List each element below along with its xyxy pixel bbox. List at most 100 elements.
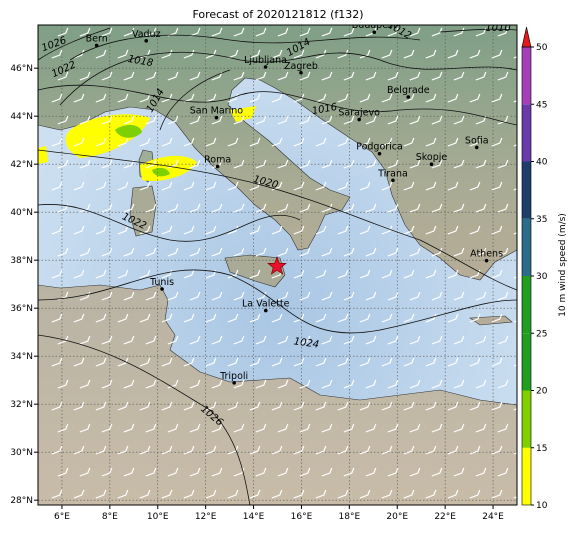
wind-barb <box>255 27 267 37</box>
wind-barb <box>293 489 305 499</box>
wind-barb <box>469 225 481 235</box>
wind-barb <box>271 313 283 323</box>
wind-barb <box>227 269 239 279</box>
wind-barb <box>189 335 201 345</box>
wind-barb <box>205 181 217 191</box>
city-dot <box>377 151 382 156</box>
wind-barb <box>497 291 509 301</box>
wind-barb <box>343 159 355 169</box>
wind-barb <box>359 181 371 191</box>
wind-barb <box>469 357 481 367</box>
y-tick-label: 44°N <box>10 112 33 122</box>
wind-barb <box>469 401 481 411</box>
wind-barb <box>57 27 69 37</box>
wind-barb <box>183 445 195 455</box>
wind-barb <box>343 27 355 37</box>
wind-barb <box>233 423 245 433</box>
wind-barb <box>321 247 333 257</box>
wind-barb <box>381 225 393 235</box>
wind-barb <box>255 247 267 257</box>
wind-barb <box>51 93 63 103</box>
wind-barb <box>359 445 371 455</box>
city-dot <box>299 70 303 75</box>
wind-barb <box>233 335 245 345</box>
wind-barb <box>183 137 195 147</box>
wind-barb <box>431 467 443 477</box>
wind-barb <box>139 313 151 323</box>
wind-barb <box>189 27 201 37</box>
wind-barb <box>359 489 371 499</box>
wind-barb <box>51 225 63 235</box>
isobar-label: 1024 <box>293 336 320 350</box>
wind-barb <box>513 188 517 191</box>
y-tick-label: 38°N <box>10 256 33 266</box>
wind-barb <box>403 313 415 323</box>
colorbar-segment <box>522 447 531 505</box>
wind-barb <box>299 115 311 125</box>
wind-barb <box>73 269 85 279</box>
wind-barb <box>183 181 195 191</box>
wind-barb <box>73 313 85 323</box>
x-tick-label: 14°E <box>243 512 265 522</box>
city-dot <box>263 65 268 69</box>
wind-barb <box>277 423 289 433</box>
wind-barb <box>337 313 349 323</box>
colorbar-segment <box>522 333 531 391</box>
wind-barb <box>359 401 371 411</box>
wind-barb <box>387 203 399 213</box>
wind-barb <box>387 115 399 125</box>
wind-barb <box>403 225 415 235</box>
wind-barb <box>249 137 261 147</box>
wind-barb <box>359 225 371 235</box>
wind-barb <box>145 379 157 389</box>
wind-barb <box>271 357 283 367</box>
wind-barb <box>425 357 437 367</box>
wind-barb <box>343 203 355 213</box>
wind-barb <box>161 489 173 499</box>
colorbar: 10 15 20 25 30 35 40 45 50 <box>521 26 548 511</box>
wind-barb <box>359 93 371 103</box>
wind-barb <box>51 49 63 59</box>
wind-barb <box>277 335 289 345</box>
wind-barb <box>453 291 465 301</box>
x-tick-label: 12°E <box>195 512 217 522</box>
wind-barb <box>293 225 305 235</box>
wind-barb <box>293 357 305 367</box>
wind-barb <box>51 313 63 323</box>
wind-barb <box>51 445 63 455</box>
wind-barb <box>381 445 393 455</box>
colorbar-tick-label: 10 <box>536 501 548 511</box>
wind-barb <box>337 269 349 279</box>
wind-barb <box>95 93 107 103</box>
wind-barb <box>123 27 135 37</box>
wind-barb <box>51 181 63 191</box>
wind-barb <box>227 445 239 455</box>
wind-barb <box>205 93 217 103</box>
wind-barb <box>359 313 371 323</box>
wind-barb <box>299 335 311 345</box>
wind-barb <box>453 335 465 345</box>
wind-barb <box>497 335 509 345</box>
wind-barb <box>123 467 135 477</box>
wind-barb <box>491 401 503 411</box>
wind-barb <box>145 203 157 213</box>
wind-barb <box>447 49 459 59</box>
wind-barb <box>513 452 517 455</box>
wind-barb <box>95 269 107 279</box>
wind-barb <box>321 379 333 389</box>
x-tick-label: 10°E <box>147 512 169 522</box>
wind-barb <box>139 357 151 367</box>
wind-barb <box>431 115 443 125</box>
wind-barb <box>299 467 311 477</box>
city-dot <box>215 164 220 169</box>
wind-barb <box>101 291 113 301</box>
wind-barb <box>117 489 129 499</box>
wind-barb <box>57 335 69 345</box>
wind-barb <box>497 115 509 125</box>
wind-barb <box>409 203 421 213</box>
wind-barb <box>447 357 459 367</box>
wind-barb <box>277 115 289 125</box>
wind-barb <box>249 269 261 279</box>
wind-barb <box>73 225 85 235</box>
wind-barb <box>123 335 135 345</box>
